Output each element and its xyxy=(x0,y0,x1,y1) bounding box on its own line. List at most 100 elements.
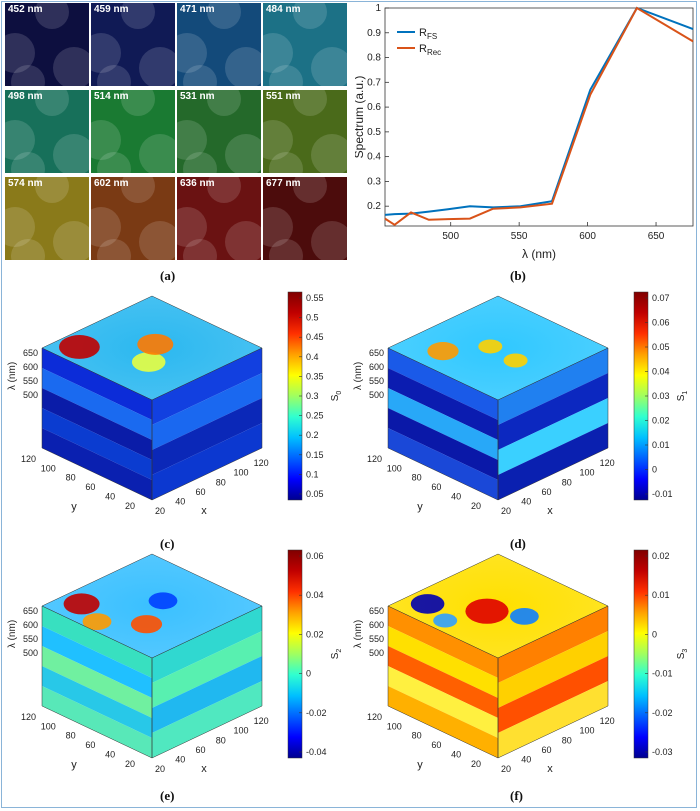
cube-front-layer xyxy=(388,666,498,738)
spectral-tile: 602 nm xyxy=(91,177,175,260)
colorbar-quantity-label: S0 xyxy=(330,391,343,402)
y-tick-label: 60 xyxy=(85,482,95,492)
cube-side-layer xyxy=(498,348,608,425)
colorbar-tick-label: -0.01 xyxy=(652,669,673,679)
cube-front-layer xyxy=(388,408,498,480)
cube-front-layer xyxy=(388,606,498,678)
sample-blob xyxy=(269,65,303,86)
cube-side-layer xyxy=(152,373,262,450)
y-tick-label: 20 xyxy=(471,501,481,511)
colorbar-tick-label: 0.55 xyxy=(306,293,324,303)
y-tick-label: 0.9 xyxy=(367,28,381,39)
y-tick-label: 80 xyxy=(66,473,76,483)
x-tick-label: 20 xyxy=(501,764,511,774)
top-face-spot xyxy=(130,615,163,634)
sample-blob xyxy=(207,177,241,203)
cube-side-layer xyxy=(152,656,262,733)
cube-front-layer xyxy=(42,408,152,480)
y-tick-label: 0.5 xyxy=(367,127,381,138)
cube-side-layer xyxy=(152,631,262,708)
cube-side-face xyxy=(151,605,263,759)
lambda-axis-label: λ (nm) xyxy=(7,620,18,648)
cube-side-layer xyxy=(498,631,608,708)
lambda-tick-label: 600 xyxy=(23,362,38,372)
y-tick-label: 0.8 xyxy=(367,53,381,64)
y-tick-label: 100 xyxy=(387,721,402,731)
colorbar-tick-label: 0.1 xyxy=(306,469,319,479)
x-tick-label: 500 xyxy=(442,231,459,242)
lambda-axis-label: λ (nm) xyxy=(353,620,364,648)
colorbar-tick-label: 0 xyxy=(652,465,657,475)
cube-side-layer xyxy=(152,398,262,475)
lambda-tick-label: 600 xyxy=(23,620,38,630)
sample-blob xyxy=(121,177,155,203)
sample-blob xyxy=(121,90,155,116)
sample-blob xyxy=(207,3,241,29)
sample-blob xyxy=(35,177,69,203)
y-tick-label: 0.6 xyxy=(367,102,381,113)
lambda-tick-label: 550 xyxy=(369,376,384,386)
y-tick-label: 80 xyxy=(412,731,422,741)
x-tick-label: 40 xyxy=(521,754,531,764)
sample-blob xyxy=(207,90,241,116)
cube-front-layer xyxy=(388,626,498,698)
lambda-tick-label: 500 xyxy=(23,648,38,658)
y-axis-label: y xyxy=(417,759,423,771)
panel-label-d: (d) xyxy=(510,536,526,551)
cube-front-layer xyxy=(388,686,498,758)
x-tick-label: 20 xyxy=(155,764,165,774)
y-tick-label: 40 xyxy=(105,491,115,501)
y-tick-label: 120 xyxy=(21,712,36,722)
colorbar-tick-label: 0.45 xyxy=(306,332,324,342)
sample-blob xyxy=(225,47,261,86)
colorbar-tick-label: 0.02 xyxy=(306,629,324,639)
y-axis-label: y xyxy=(71,759,77,771)
cube-side-face xyxy=(151,347,263,501)
spectral-tile: 498 nm xyxy=(5,90,89,173)
lambda-tick-label: 650 xyxy=(369,606,384,616)
cube-side-layer xyxy=(152,681,262,758)
tile-wavelength-label: 498 nm xyxy=(8,91,43,102)
colorbar xyxy=(287,549,303,759)
top-face-spot xyxy=(137,333,174,355)
colorbar-tick-label: 0.05 xyxy=(306,489,324,499)
x-tick-label: 80 xyxy=(216,477,226,487)
sample-blob xyxy=(139,47,175,86)
x-tick-label: 20 xyxy=(155,506,165,516)
sample-blob xyxy=(35,90,69,116)
y-tick-label: 40 xyxy=(105,749,115,759)
lambda-tick-label: 550 xyxy=(23,376,38,386)
sample-blob xyxy=(97,239,131,260)
sample-blob xyxy=(53,134,89,173)
colorbar-tick-label: 0.4 xyxy=(306,352,319,362)
colorbar-tick-label: 0.2 xyxy=(306,430,319,440)
top-face-spot xyxy=(82,613,112,630)
colorbar-tick-label: 0 xyxy=(652,629,657,639)
tile-wavelength-label: 602 nm xyxy=(94,178,129,189)
spectral-tile: 484 nm xyxy=(263,3,347,86)
cube-side-layer xyxy=(498,606,608,683)
lambda-tick-label: 600 xyxy=(369,620,384,630)
spectral-tile: 677 nm xyxy=(263,177,347,260)
colorbar-tick-label: 0.02 xyxy=(652,551,670,561)
cube-front-layer xyxy=(42,388,152,460)
spectral-tile: 574 nm xyxy=(5,177,89,260)
x-tick-label: 20 xyxy=(501,506,511,516)
colorbar-tick-label: -0.02 xyxy=(306,708,327,718)
top-face-spot xyxy=(427,342,459,361)
panel-label-e: (e) xyxy=(160,788,175,803)
colorbar-tick-label: 0.07 xyxy=(652,293,670,303)
x-tick-label: 550 xyxy=(511,231,528,242)
cube-front-layer xyxy=(42,646,152,718)
cube-side-layer xyxy=(498,398,608,475)
y-tick-label: 120 xyxy=(367,712,382,722)
y-tick-label: 100 xyxy=(41,721,56,731)
colorbar-tick-label: 0.3 xyxy=(306,391,319,401)
stokes-s3-cube: 650 600 550 500 λ (nm) 120 100 80 60 40 20 y 20 40 60 8… xyxy=(353,549,689,775)
lambda-tick-label: 550 xyxy=(369,634,384,644)
x-axis-label: x xyxy=(547,505,553,517)
sample-blob xyxy=(97,152,131,173)
sample-blob xyxy=(225,134,261,173)
y-tick-label: 0.3 xyxy=(367,176,381,187)
